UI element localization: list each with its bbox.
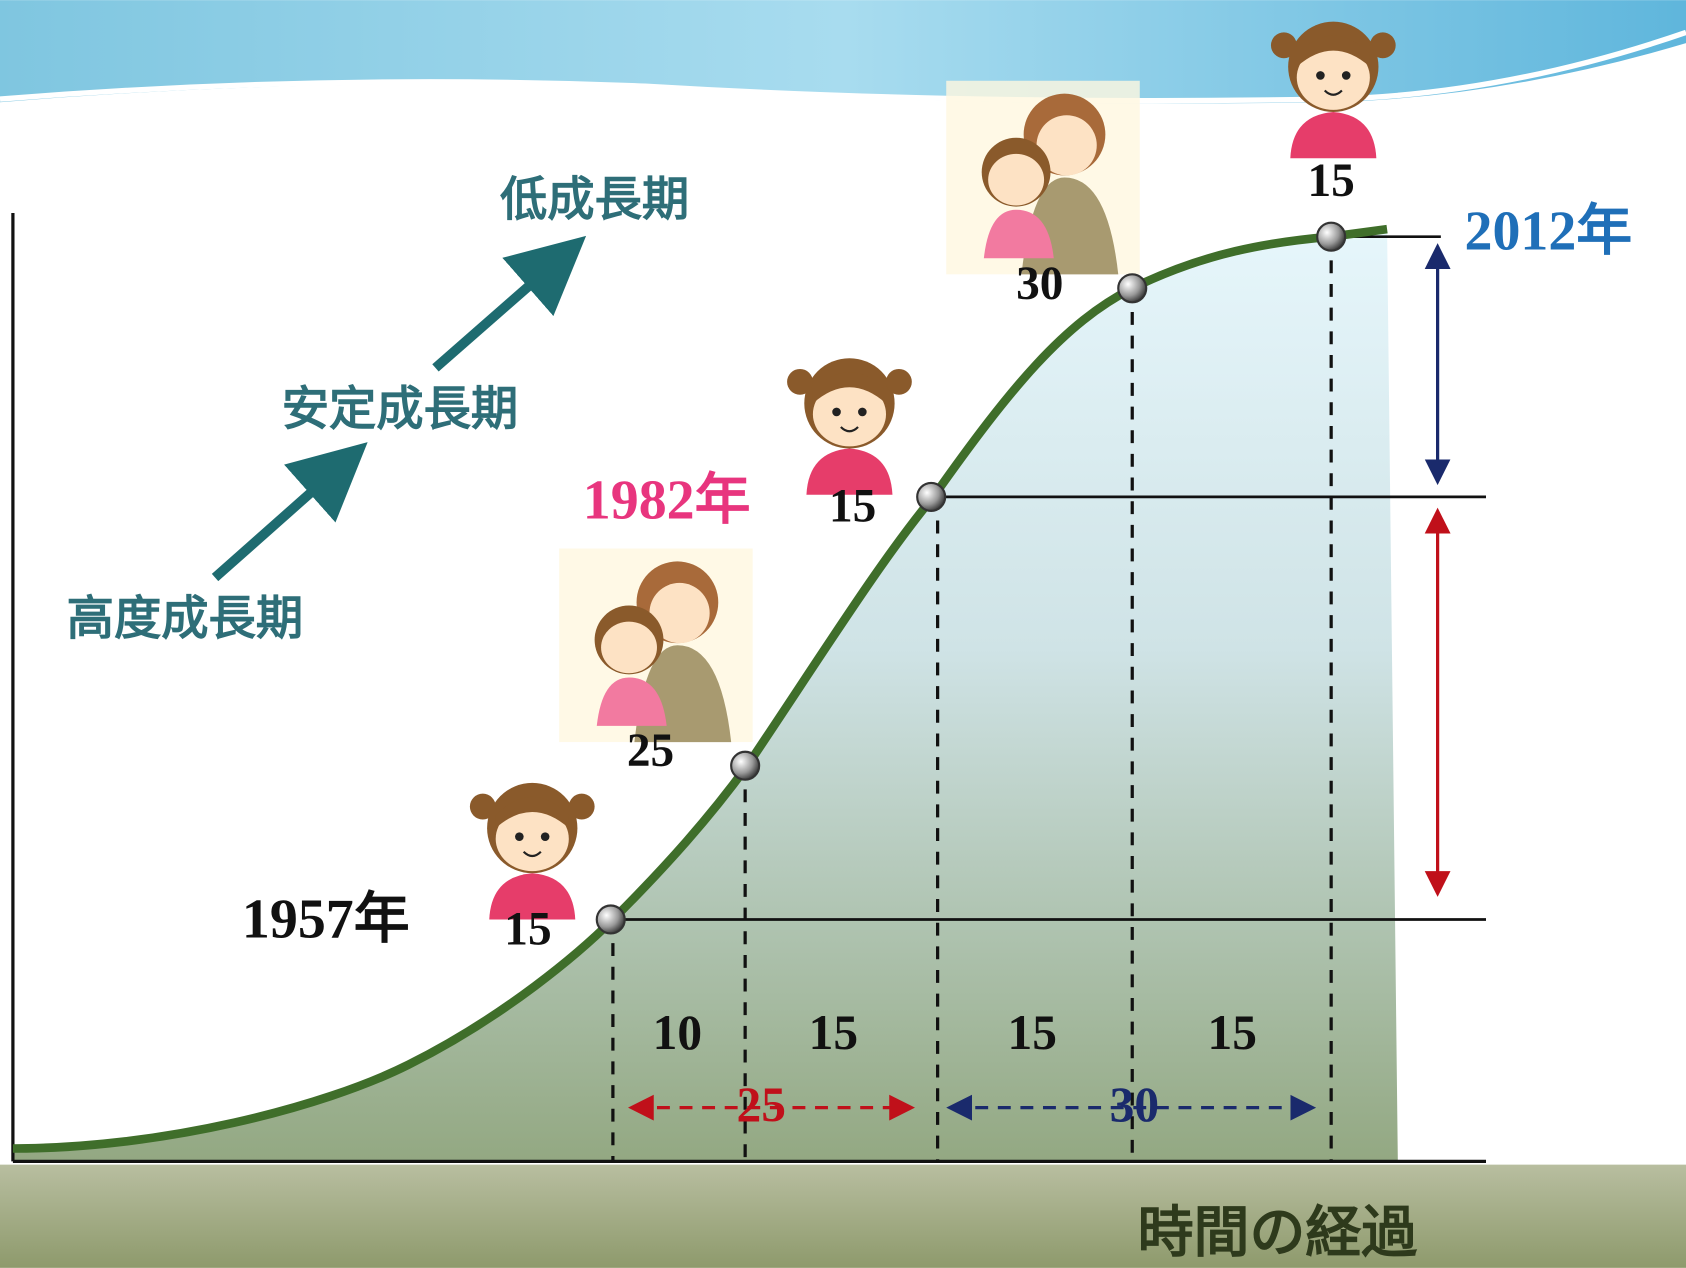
interval-label: 15 [809, 1005, 858, 1060]
span-label: 30 [1110, 1077, 1159, 1132]
interval-label: 15 [1208, 1005, 1257, 1060]
ground [0, 1165, 1686, 1268]
age-label: 30 [1016, 258, 1063, 310]
age-label: 15 [829, 481, 876, 533]
girl-icon [787, 358, 912, 495]
header-wave [0, 0, 1686, 103]
phase-arrow [215, 468, 339, 578]
mother-icon [946, 81, 1140, 275]
year-label: 2012年 [1464, 201, 1632, 263]
slide: 高度成長期 安定成長期 低成長期 1957年 1982年 2012年 15 25… [0, 0, 1686, 1268]
mother-icon [559, 549, 753, 743]
age-label: 15 [504, 903, 551, 955]
age-label: 15 [1308, 155, 1355, 207]
x-axis-label: 時間の経過 [1138, 1203, 1418, 1265]
year-label: 1982年 [583, 469, 751, 531]
year-label: 1957年 [242, 889, 410, 951]
interval-label: 10 [653, 1005, 702, 1060]
phase-label: 高度成長期 [67, 593, 303, 646]
age-label: 25 [627, 725, 674, 777]
girl-icon [470, 783, 595, 920]
phase-label: 安定成長期 [282, 383, 518, 436]
phase-arrow [435, 261, 557, 367]
phase-label: 低成長期 [500, 173, 689, 226]
page: 高度成長期 安定成長期 低成長期 1957年 1982年 2012年 15 25… [0, 0, 1686, 1268]
interval-label: 15 [1008, 1005, 1057, 1060]
span-label: 25 [737, 1077, 786, 1132]
